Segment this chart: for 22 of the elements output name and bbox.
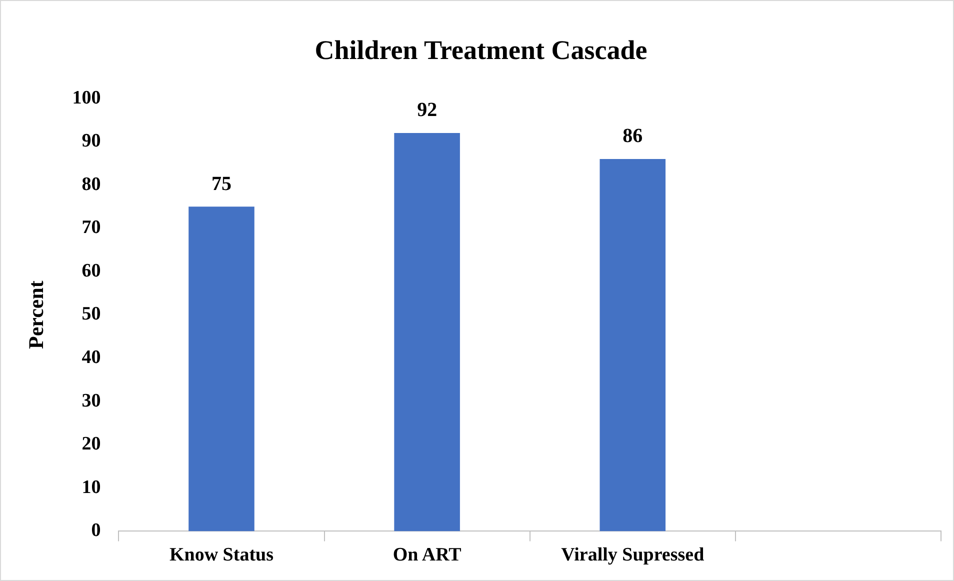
y-tick-label: 70 xyxy=(82,217,101,238)
data-label: 75 xyxy=(211,172,232,195)
y-axis-title: Percent xyxy=(24,280,48,350)
y-tick-label: 40 xyxy=(82,346,101,368)
y-tick-label: 30 xyxy=(82,390,101,412)
y-tick-label: 100 xyxy=(72,87,101,108)
data-label: 86 xyxy=(622,125,643,148)
x-tick-label: Know Status xyxy=(169,544,274,566)
y-tick-label: 20 xyxy=(82,434,101,455)
y-tick-label: 0 xyxy=(91,520,101,542)
bar xyxy=(188,206,254,532)
y-tick-label: 50 xyxy=(82,304,101,325)
data-label: 92 xyxy=(417,99,438,122)
chart-title: Children Treatment Cascade xyxy=(314,35,648,66)
y-tick-label: 10 xyxy=(82,476,101,498)
x-tick-label: On ART xyxy=(392,544,462,566)
y-tick-label: 80 xyxy=(82,174,101,195)
x-tick-label: Virally Supressed xyxy=(561,544,705,566)
y-tick-label: 90 xyxy=(82,130,101,152)
bar xyxy=(600,158,666,532)
bar xyxy=(394,133,460,532)
y-tick-label: 60 xyxy=(82,260,101,282)
